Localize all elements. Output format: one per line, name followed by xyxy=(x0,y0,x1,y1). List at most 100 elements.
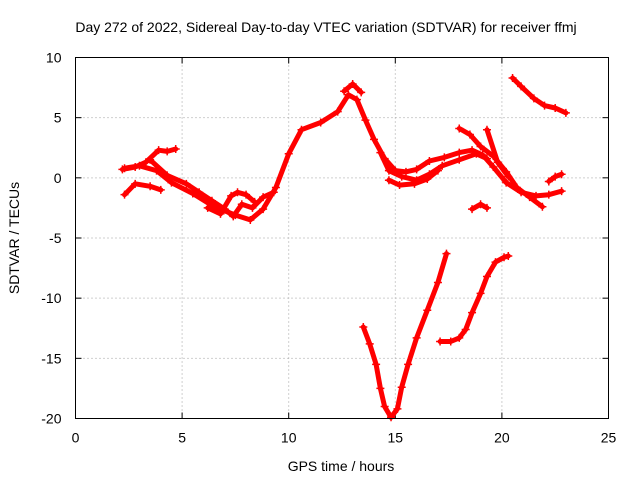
data-point-marker xyxy=(476,200,485,209)
data-point-marker xyxy=(500,253,509,262)
data-point-marker xyxy=(423,306,432,315)
data-point-marker xyxy=(259,205,268,214)
data-point-marker xyxy=(504,172,513,181)
data-point-marker xyxy=(508,73,517,82)
data-point-marker xyxy=(491,258,500,267)
data-point-marker xyxy=(163,147,172,156)
data-point-marker xyxy=(504,252,513,261)
data-point-marker xyxy=(259,193,268,202)
data-point-marker xyxy=(538,202,547,211)
data-point-marker xyxy=(271,183,280,192)
data-point-marker xyxy=(171,144,180,153)
data-point-marker xyxy=(250,197,259,206)
series-markers xyxy=(359,249,451,422)
data-point-marker xyxy=(141,158,150,167)
data-point-marker xyxy=(455,148,464,157)
series-markers xyxy=(482,125,513,181)
data-point-marker xyxy=(344,90,353,99)
data-point-marker xyxy=(340,87,349,96)
data-point-marker xyxy=(446,337,455,346)
data-point-marker xyxy=(203,203,212,212)
data-point-marker xyxy=(393,404,402,413)
series-markers xyxy=(544,170,566,186)
data-point-marker xyxy=(269,188,278,197)
data-point-marker xyxy=(551,172,560,181)
data-point-marker xyxy=(397,172,406,181)
data-point-marker xyxy=(395,181,404,190)
x-tick-label: 20 xyxy=(494,430,510,446)
y-tick-label: -20 xyxy=(41,411,61,427)
data-point-marker xyxy=(476,289,485,298)
data-series-trace xyxy=(437,253,511,344)
data-point-marker xyxy=(146,182,155,191)
data-point-marker xyxy=(544,190,553,199)
x-tick-label: 5 xyxy=(178,430,186,446)
data-point-marker xyxy=(154,146,163,155)
data-series-trace xyxy=(360,251,449,420)
series-markers xyxy=(120,179,165,199)
data-point-marker xyxy=(493,158,502,167)
data-point-marker xyxy=(120,164,129,173)
x-tick-labels: 0 5 10 15 20 25 xyxy=(72,430,617,446)
data-point-marker xyxy=(442,249,451,258)
data-point-marker xyxy=(433,166,442,175)
data-point-marker xyxy=(461,325,470,334)
series-markers xyxy=(508,73,570,117)
data-point-marker xyxy=(412,333,421,342)
data-point-marker xyxy=(423,175,432,184)
axis-ticks xyxy=(75,57,609,419)
data-point-marker xyxy=(156,185,165,194)
x-tick-label: 0 xyxy=(72,430,80,446)
series-markers xyxy=(340,79,366,97)
data-point-marker xyxy=(517,82,526,91)
data-point-marker xyxy=(369,135,378,144)
data-point-marker xyxy=(376,148,385,157)
data-point-marker xyxy=(135,161,144,170)
data-point-marker xyxy=(387,413,396,422)
data-point-marker xyxy=(472,149,481,158)
data-point-marker xyxy=(482,125,491,134)
data-point-marker xyxy=(532,191,541,200)
data-point-marker xyxy=(146,155,155,164)
data-series-trace xyxy=(122,181,164,198)
data-point-marker xyxy=(365,339,374,348)
data-point-marker xyxy=(352,95,361,104)
data-point-marker xyxy=(384,176,393,185)
series-markers xyxy=(203,188,259,218)
data-point-marker xyxy=(316,118,325,127)
data-point-marker xyxy=(376,384,385,393)
data-point-marker xyxy=(195,188,204,197)
data-point-marker xyxy=(207,196,216,205)
y-tick-label: -15 xyxy=(41,350,61,366)
data-point-marker xyxy=(404,360,413,369)
data-point-marker xyxy=(242,190,251,199)
data-point-marker xyxy=(182,179,191,188)
data-point-marker xyxy=(551,104,560,113)
x-tick-label: 25 xyxy=(601,430,617,446)
data-point-marker xyxy=(425,156,434,165)
data-point-marker xyxy=(248,203,257,212)
data-point-marker xyxy=(440,153,449,162)
plot-frame xyxy=(75,57,609,419)
y-tick-label: 0 xyxy=(54,170,62,186)
data-point-marker xyxy=(297,125,306,134)
data-point-marker xyxy=(561,108,570,117)
series-markers xyxy=(384,166,442,190)
data-point-marker xyxy=(455,124,464,133)
data-point-marker xyxy=(436,337,445,346)
data-point-marker xyxy=(468,308,477,317)
data-point-marker xyxy=(410,179,419,188)
data-point-marker xyxy=(333,107,342,116)
data-point-marker xyxy=(557,170,566,179)
data-point-marker xyxy=(237,200,246,209)
data-point-marker xyxy=(438,161,447,170)
y-tick-label: -10 xyxy=(41,290,61,306)
data-point-marker xyxy=(216,209,225,218)
y-tick-label: 10 xyxy=(46,50,62,66)
chart-title: Day 272 of 2022, Sidereal Day-to-day VTE… xyxy=(75,19,576,35)
data-point-marker xyxy=(476,142,485,151)
data-point-marker xyxy=(233,188,242,197)
y-tick-labels: 10 5 0 -5 -10 -15 -20 xyxy=(41,50,61,427)
data-point-marker xyxy=(529,94,538,103)
